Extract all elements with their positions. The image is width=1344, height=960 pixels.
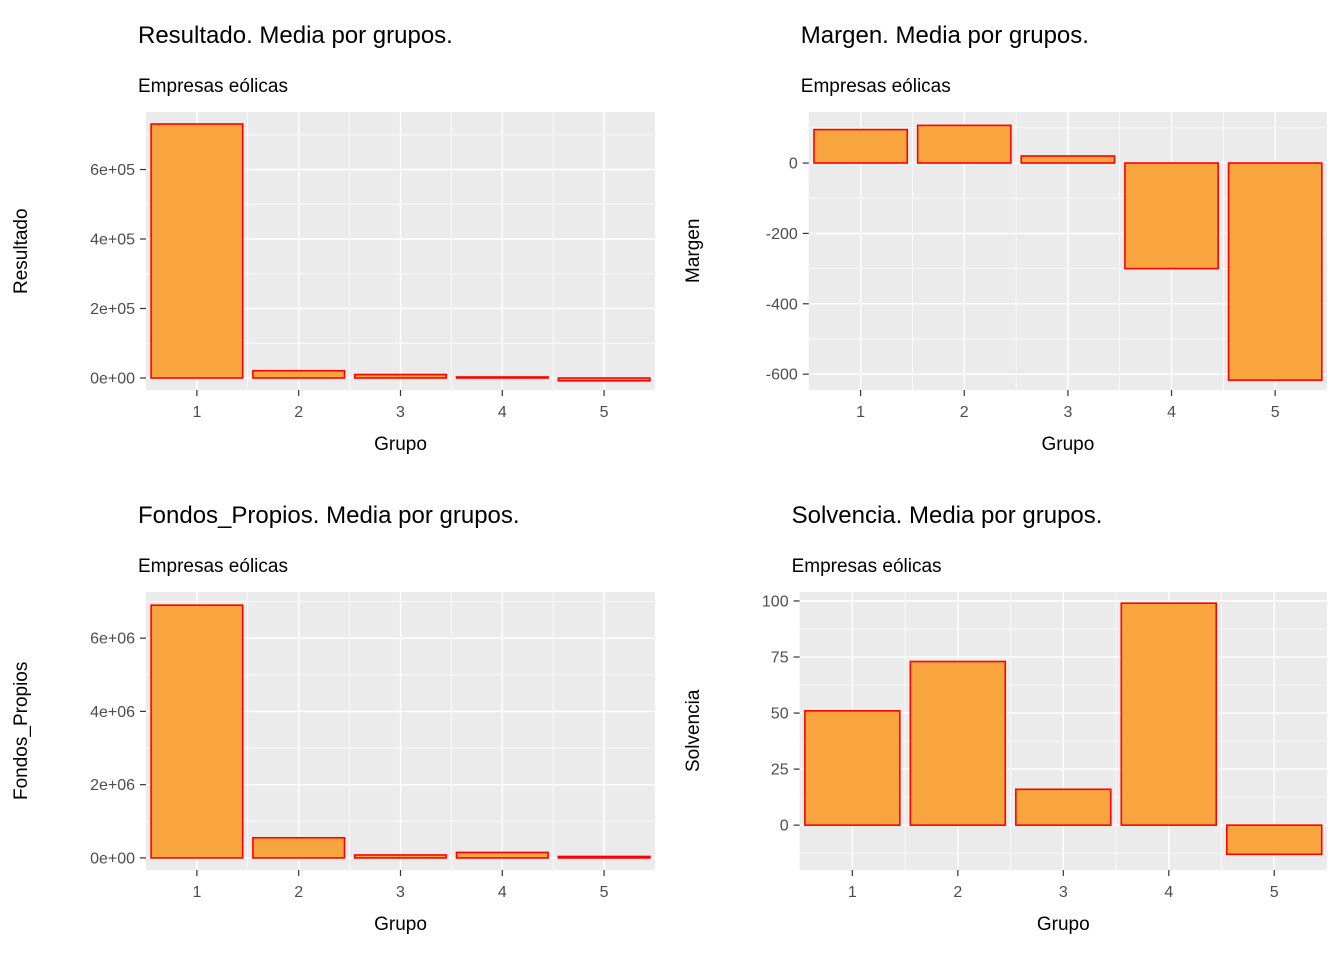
x-tick-label: 1 (856, 404, 865, 421)
x-tick-label: 3 (396, 884, 405, 901)
x-tick-label: 1 (192, 404, 201, 421)
bar-group-1 (804, 710, 901, 826)
x-axis-title: Grupo (374, 434, 427, 455)
y-tick-label: -200 (766, 226, 798, 243)
x-tick-label: 4 (1167, 404, 1176, 421)
x-tick-label: 3 (1059, 884, 1068, 901)
x-tick-label: 2 (960, 404, 969, 421)
y-tick-label: 6e+05 (90, 162, 135, 179)
bar-group-3 (1020, 155, 1116, 164)
x-axis-title: Grupo (1036, 914, 1090, 935)
y-tick-label: 6e+06 (90, 631, 135, 648)
x-tick-label: 1 (192, 884, 201, 901)
bar-group-4 (455, 851, 549, 859)
chart-subtitle: Empresas eólicas (138, 556, 288, 577)
y-axis-title: Margen (683, 218, 704, 284)
chart-subtitle: Empresas eólicas (791, 556, 942, 577)
y-tick-label: 75 (771, 650, 789, 667)
y-tick-label: 0 (780, 818, 789, 835)
bar-group-5 (557, 855, 651, 859)
x-tick-label: 4 (498, 884, 507, 901)
bar-group-3 (353, 373, 448, 379)
x-tick-label: 3 (396, 404, 405, 421)
chart-title: Resultado. Media por grupos. (138, 22, 453, 49)
bar-group-1 (150, 604, 244, 859)
y-axis-title: Solvencia (683, 689, 704, 773)
bar-group-2 (916, 124, 1012, 164)
y-tick-label: 0e+00 (90, 371, 135, 388)
x-tick-label: 1 (848, 884, 857, 901)
bar-group-4 (1120, 602, 1218, 826)
margen-chart-panel: 0 -200 -400 -600 1 2 3 4 5 (766, 112, 1327, 421)
x-tick-label: 2 (294, 884, 303, 901)
chart-subtitle: Empresas eólicas (800, 76, 951, 97)
x-tick-label: 4 (498, 404, 507, 421)
x-tick-label: 5 (600, 404, 609, 421)
solvencia-chart-panel: 0 25 50 75 100 1 2 3 4 5 (762, 592, 1327, 901)
bar-group-1 (150, 123, 244, 379)
x-tick-label: 3 (1063, 404, 1072, 421)
bar-group-1 (813, 128, 909, 164)
bar-group-3 (353, 854, 448, 859)
y-tick-label: 4e+05 (90, 232, 135, 249)
x-tick-label: 5 (600, 884, 609, 901)
bar-group-2 (909, 660, 1007, 826)
resultado-chart-panel: 0e+00 2e+05 4e+05 6e+05 1 2 3 4 5 (90, 112, 655, 421)
fondos-propios-chart-panel: 0e+00 2e+06 4e+06 6e+06 1 2 3 4 5 (90, 592, 655, 901)
chart-title: Fondos_Propios. Media por grupos. (138, 502, 520, 529)
x-tick-label: 5 (1270, 884, 1279, 901)
bar-group-4 (1124, 162, 1219, 270)
chart-cell-resultado: 0e+00 2e+05 4e+05 6e+05 1 2 3 4 5 Resultado. Med… (0, 0, 672, 480)
bar-group-5 (557, 377, 651, 382)
chart-title: Solvencia. Media por grupos. (791, 502, 1103, 529)
y-tick-label: 2e+06 (90, 777, 135, 794)
chart-cell-margen: 0 -200 -400 -600 1 2 3 4 5 Margen. Media por gru… (672, 0, 1344, 480)
y-tick-label: 2e+05 (90, 301, 135, 318)
y-tick-label: -400 (766, 296, 798, 313)
bar-group-4 (455, 376, 549, 379)
y-tick-label: -600 (766, 367, 798, 384)
y-tick-label: 0e+00 (90, 850, 135, 867)
chart-title: Margen. Media por grupos. (800, 22, 1089, 49)
chart-cell-fondos-propios: 0e+00 2e+06 4e+06 6e+06 1 2 3 4 5 Fondos_Propios… (0, 480, 672, 960)
y-axis-title: Fondos_Propios (11, 661, 32, 801)
chart-subtitle: Empresas eólicas (138, 76, 288, 97)
bar-group-2 (252, 369, 346, 379)
chart-cell-solvencia: 0 25 50 75 100 1 2 3 4 5 Solvencia. Media por gru… (672, 480, 1344, 960)
bar-group-5 (1227, 162, 1323, 381)
x-tick-label: 2 (294, 404, 303, 421)
y-tick-label: 50 (771, 706, 789, 723)
y-tick-label: 4e+06 (90, 704, 135, 721)
x-tick-label: 4 (1164, 884, 1173, 901)
y-axis-title: Resultado (11, 208, 32, 294)
x-tick-label: 2 (953, 884, 962, 901)
y-tick-label: 0 (789, 156, 798, 173)
y-tick-label: 25 (771, 762, 789, 779)
x-tick-label: 5 (1271, 404, 1280, 421)
y-tick-label: 100 (762, 593, 789, 610)
x-axis-title: Grupo (374, 914, 427, 935)
x-axis-title: Grupo (1041, 434, 1095, 455)
bar-group-5 (1225, 824, 1323, 856)
bar-group-3 (1015, 788, 1112, 826)
bar-group-2 (252, 836, 346, 859)
